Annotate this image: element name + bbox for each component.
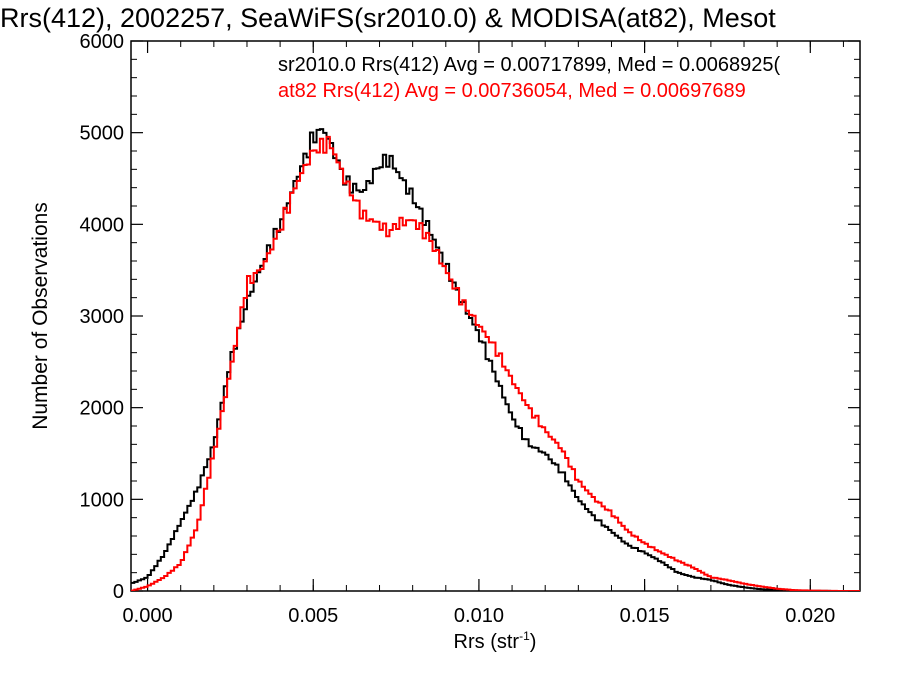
x-tick-label: 0.005 bbox=[288, 605, 338, 627]
series-line-sr2010-0 bbox=[131, 128, 860, 591]
legend-entry-sr2010: sr2010.0 Rrs(412) Avg = 0.00717899, Med … bbox=[278, 54, 781, 76]
x-tick-label: 0.010 bbox=[454, 605, 504, 627]
x-tick-label: 0.020 bbox=[785, 605, 835, 627]
x-tick-label: 0.000 bbox=[123, 605, 173, 627]
y-tick-label: 3000 bbox=[80, 306, 125, 328]
y-tick-label: 5000 bbox=[80, 123, 125, 145]
x-tick-label: 0.015 bbox=[620, 605, 670, 627]
y-tick-label: 0 bbox=[113, 581, 124, 603]
series-layer bbox=[131, 128, 860, 591]
x-axis-label: Rrs (str-1) bbox=[454, 629, 537, 653]
legend-entry-at82: at82 Rrs(412) Avg = 0.00736054, Med = 0.… bbox=[278, 80, 746, 102]
series-line-at82 bbox=[131, 135, 860, 591]
x-axis: 0.000 0.005 0.010 0.015 0.020 bbox=[123, 41, 844, 627]
y-tick-label: 6000 bbox=[80, 31, 125, 53]
y-tick-label: 4000 bbox=[80, 214, 125, 236]
y-tick-label: 2000 bbox=[80, 398, 125, 420]
y-axis-label: Number of Observations bbox=[29, 202, 52, 430]
chart-title: Rrs(412), 2002257, SeaWiFS(sr2010.0) & M… bbox=[0, 3, 776, 33]
y-tick-label: 1000 bbox=[80, 489, 125, 511]
y-axis: 0 1000 2000 3000 4000 5000 6000 bbox=[80, 31, 860, 603]
